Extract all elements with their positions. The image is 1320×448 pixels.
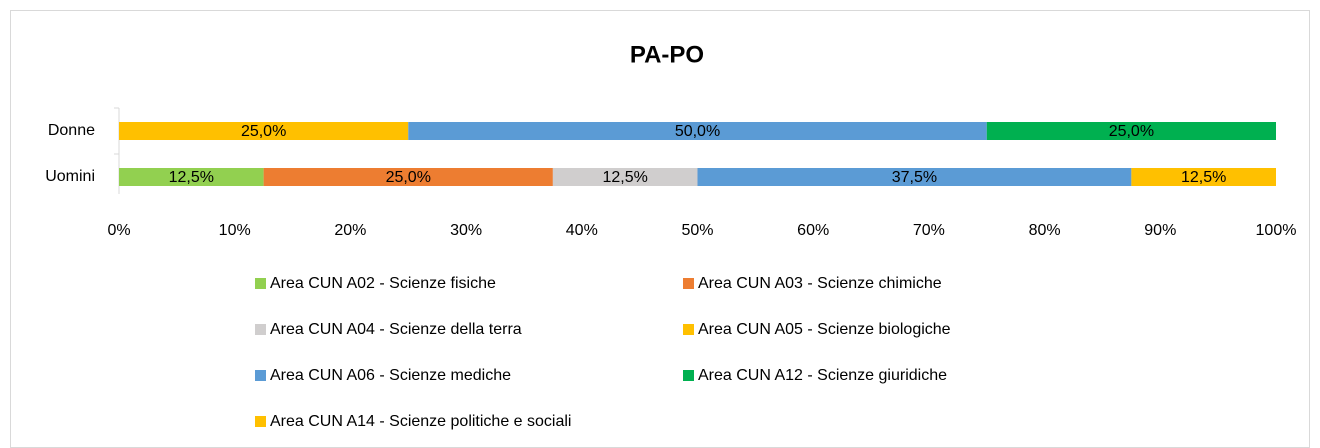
x-tick-label: 50%: [681, 222, 713, 239]
data-label: 37,5%: [892, 169, 937, 186]
data-label: 12,5%: [1181, 169, 1226, 186]
chart-title: PA-PO: [630, 41, 704, 68]
x-tick-label: 20%: [334, 222, 366, 239]
legend-label: Area CUN A04 - Scienze della terra: [270, 321, 522, 338]
bar-segment: [408, 122, 987, 140]
y-tick-label: Uomini: [45, 168, 95, 185]
legend-label: Area CUN A05 - Scienze biologiche: [698, 321, 951, 338]
legend-swatch: [255, 324, 266, 335]
legend-label: Area CUN A12 - Scienze giuridiche: [698, 367, 947, 384]
data-label: 12,5%: [169, 169, 214, 186]
x-tick-label: 40%: [566, 222, 598, 239]
x-tick-label: 60%: [797, 222, 829, 239]
legend-label: Area CUN A02 - Scienze fisiche: [270, 275, 496, 292]
x-tick-label: 30%: [450, 222, 482, 239]
x-tick-label: 10%: [219, 222, 251, 239]
data-label: 12,5%: [603, 169, 648, 186]
x-tick-label: 100%: [1256, 222, 1297, 239]
bar-segment: [697, 168, 1132, 186]
legend-swatch: [255, 278, 266, 289]
x-tick-label: 0%: [107, 222, 130, 239]
legend-label: Area CUN A06 - Scienze mediche: [270, 367, 511, 384]
bar-segment: [1131, 168, 1276, 186]
data-label: 25,0%: [1109, 123, 1154, 140]
y-tick-label: Donne: [48, 122, 95, 139]
x-tick-label: 80%: [1029, 222, 1061, 239]
legend-swatch: [683, 324, 694, 335]
data-label: 25,0%: [386, 169, 431, 186]
legend-swatch: [683, 278, 694, 289]
x-tick-label: 90%: [1144, 222, 1176, 239]
data-label: 25,0%: [241, 123, 286, 140]
bar-segment: [263, 168, 553, 186]
bar-segment: [986, 122, 1276, 140]
chart-border: [10, 10, 1310, 448]
x-tick-label: 70%: [913, 222, 945, 239]
legend-swatch: [255, 416, 266, 427]
legend-swatch: [255, 370, 266, 381]
bar-segment: [119, 168, 264, 186]
data-label: 50,0%: [675, 123, 720, 140]
bar-segment: [552, 168, 698, 186]
legend-swatch: [683, 370, 694, 381]
bar-segment: [119, 122, 409, 140]
legend-label: Area CUN A03 - Scienze chimiche: [698, 275, 942, 292]
legend-label: Area CUN A14 - Scienze politiche e socia…: [270, 413, 571, 430]
